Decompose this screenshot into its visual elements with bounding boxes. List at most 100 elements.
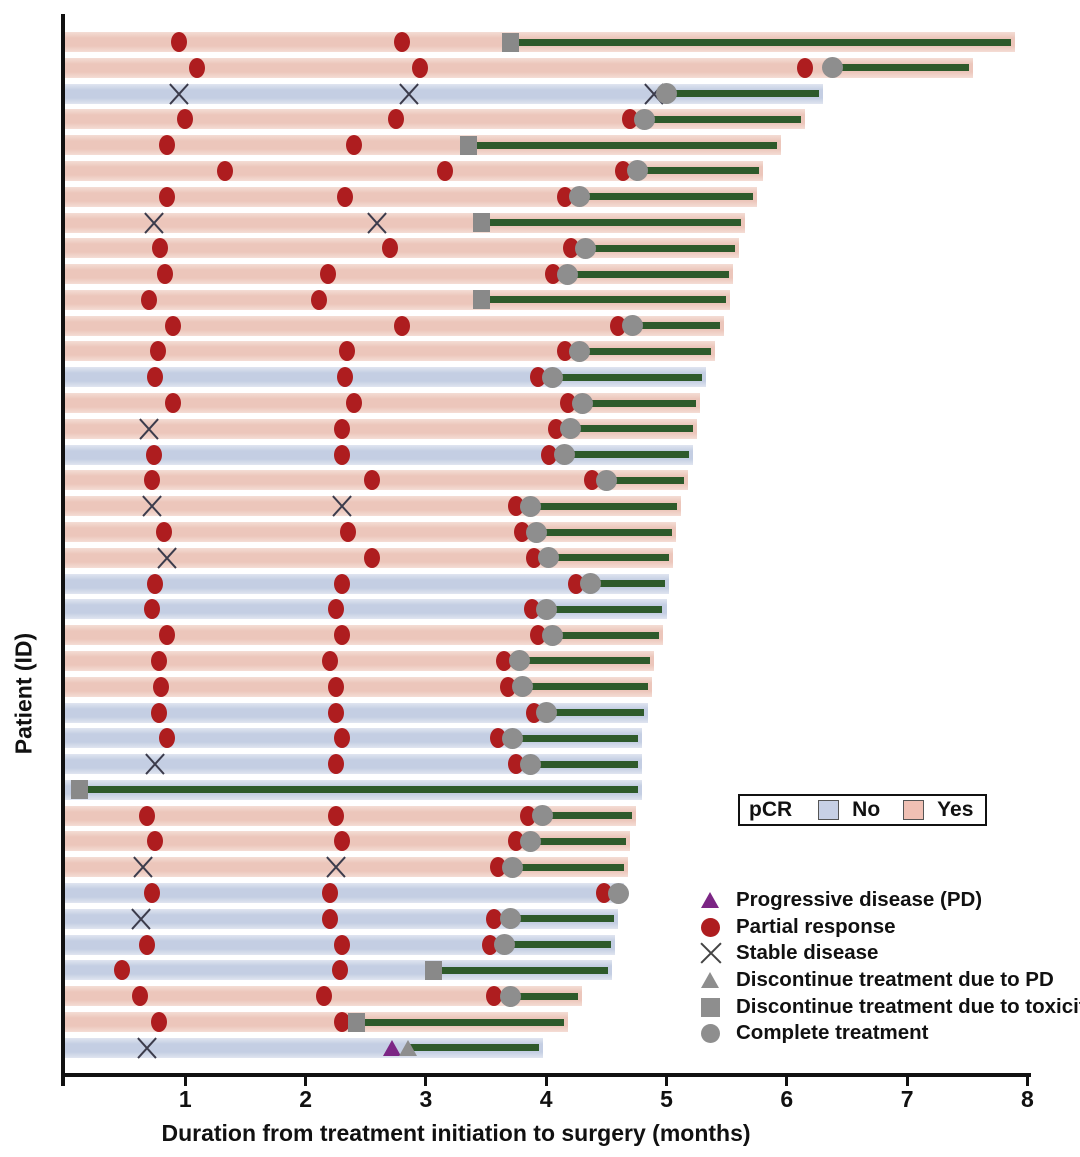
partial-response-marker [171, 32, 188, 52]
post-treatment-line [546, 605, 663, 613]
partial-response-marker [320, 264, 337, 285]
partial-response-marker [486, 986, 503, 1007]
partial-response-marker [333, 1012, 350, 1033]
complete-treatment-marker [575, 237, 597, 259]
patient-bar [65, 857, 628, 878]
partial-response-marker [393, 315, 410, 336]
marker-legend-item: Progressive disease (PD) [698, 887, 1080, 914]
stable-disease-marker [367, 212, 387, 234]
post-treatment-line [519, 657, 651, 665]
partial-response-marker [333, 625, 350, 646]
post-treatment-line [666, 90, 819, 98]
partial-response-marker [338, 341, 355, 362]
partial-response-marker [437, 160, 454, 181]
toxicity-discontinue-marker [347, 1012, 365, 1032]
partial-response-marker [159, 625, 176, 646]
post-treatment-line [637, 167, 759, 175]
complete-treatment-marker [526, 521, 548, 543]
marker-legend: Progressive disease (PD) Partial response… [698, 887, 1080, 1047]
partial-response-marker [152, 238, 169, 259]
pcr-legend-title: pCR [749, 798, 793, 821]
pcr-no-label: No [852, 798, 881, 821]
x-tick [544, 1077, 548, 1086]
post-treatment-line [79, 786, 639, 794]
partial-response-marker [150, 1012, 167, 1033]
post-treatment-line [579, 347, 711, 355]
partial-response-marker [149, 341, 166, 362]
stable-disease-marker [139, 418, 159, 440]
partial-response-marker [333, 418, 350, 439]
pcr-yes-label: Yes [937, 798, 974, 821]
marker-legend-item: Stable disease [698, 940, 1080, 967]
post-treatment-line [510, 38, 1012, 46]
pd-discontinue-marker [398, 1039, 417, 1056]
stable-disease-marker [131, 908, 151, 930]
partial-response-marker [496, 650, 513, 671]
partial-response-marker [155, 522, 172, 542]
patient-bar [65, 908, 619, 929]
y-axis-title: Patient (ID) [10, 632, 37, 755]
marker-legend-label: Discontinue treatment due to toxicity [736, 994, 1080, 1018]
partial-response-marker [327, 676, 344, 697]
complete-treatment-marker [569, 186, 591, 208]
stable-disease-marker [145, 753, 165, 775]
partial-response-marker [147, 367, 164, 388]
post-treatment-line [407, 1044, 539, 1052]
post-treatment-line [567, 270, 729, 278]
patient-bar [65, 444, 693, 465]
post-treatment-line [530, 502, 677, 510]
patient-bar [65, 754, 643, 775]
partial-response-marker [332, 960, 349, 981]
patient-bar [65, 341, 715, 362]
triangle-purple-icon [701, 892, 719, 909]
partial-response-marker [315, 986, 332, 1007]
partial-response-marker [147, 831, 164, 852]
patient-bar [65, 883, 625, 904]
x-axis-title: Duration from treatment initiation to su… [161, 1120, 751, 1146]
x-tick [665, 1077, 668, 1086]
partial-response-marker [486, 908, 503, 929]
toxicity-discontinue-marker [459, 135, 477, 155]
partial-response-marker [189, 57, 206, 78]
marker-legend-icon-cell [698, 915, 724, 939]
post-treatment-line [552, 631, 659, 639]
partial-response-marker [113, 960, 130, 981]
post-treatment-line [510, 992, 579, 1000]
pcr-legend: pCR No Yes [738, 794, 987, 826]
post-treatment-line [579, 193, 753, 201]
x-tick-label: 4 [539, 1086, 553, 1112]
x-tick [304, 1077, 308, 1086]
complete-treatment-marker [541, 624, 563, 646]
patient-bar [65, 135, 781, 156]
toxicity-discontinue-marker [70, 780, 88, 800]
patient-bar [65, 289, 731, 310]
complete-treatment-marker [538, 547, 560, 569]
partial-response-marker [138, 934, 155, 955]
partial-response-marker [143, 883, 160, 904]
partial-response-marker [363, 547, 380, 568]
x-tick [424, 1077, 428, 1086]
partial-response-marker [381, 238, 398, 259]
complete-treatment-marker [499, 985, 521, 1007]
complete-treatment-marker [580, 573, 602, 595]
partial-response-marker [153, 676, 170, 697]
marker-legend-item: Partial response [698, 914, 1080, 941]
partial-response-marker [138, 805, 155, 826]
stable-disease-marker [144, 212, 164, 234]
partial-response-marker [345, 393, 362, 414]
partial-response-marker [559, 393, 576, 414]
progressive-disease-marker [383, 1039, 402, 1056]
complete-treatment-marker [634, 108, 656, 130]
patient-bar [65, 573, 669, 594]
partial-response-marker [333, 728, 350, 749]
post-treatment-line [510, 915, 615, 923]
partial-response-marker [131, 986, 148, 1007]
x-tick-label: 5 [660, 1086, 673, 1112]
post-treatment-line [585, 244, 735, 252]
partial-response-marker [327, 805, 344, 826]
partial-response-marker [337, 367, 354, 388]
patient-bar [65, 1037, 543, 1058]
patient-bar [65, 109, 805, 130]
triangle-gray-icon [701, 972, 719, 989]
partial-response-marker [333, 444, 350, 465]
